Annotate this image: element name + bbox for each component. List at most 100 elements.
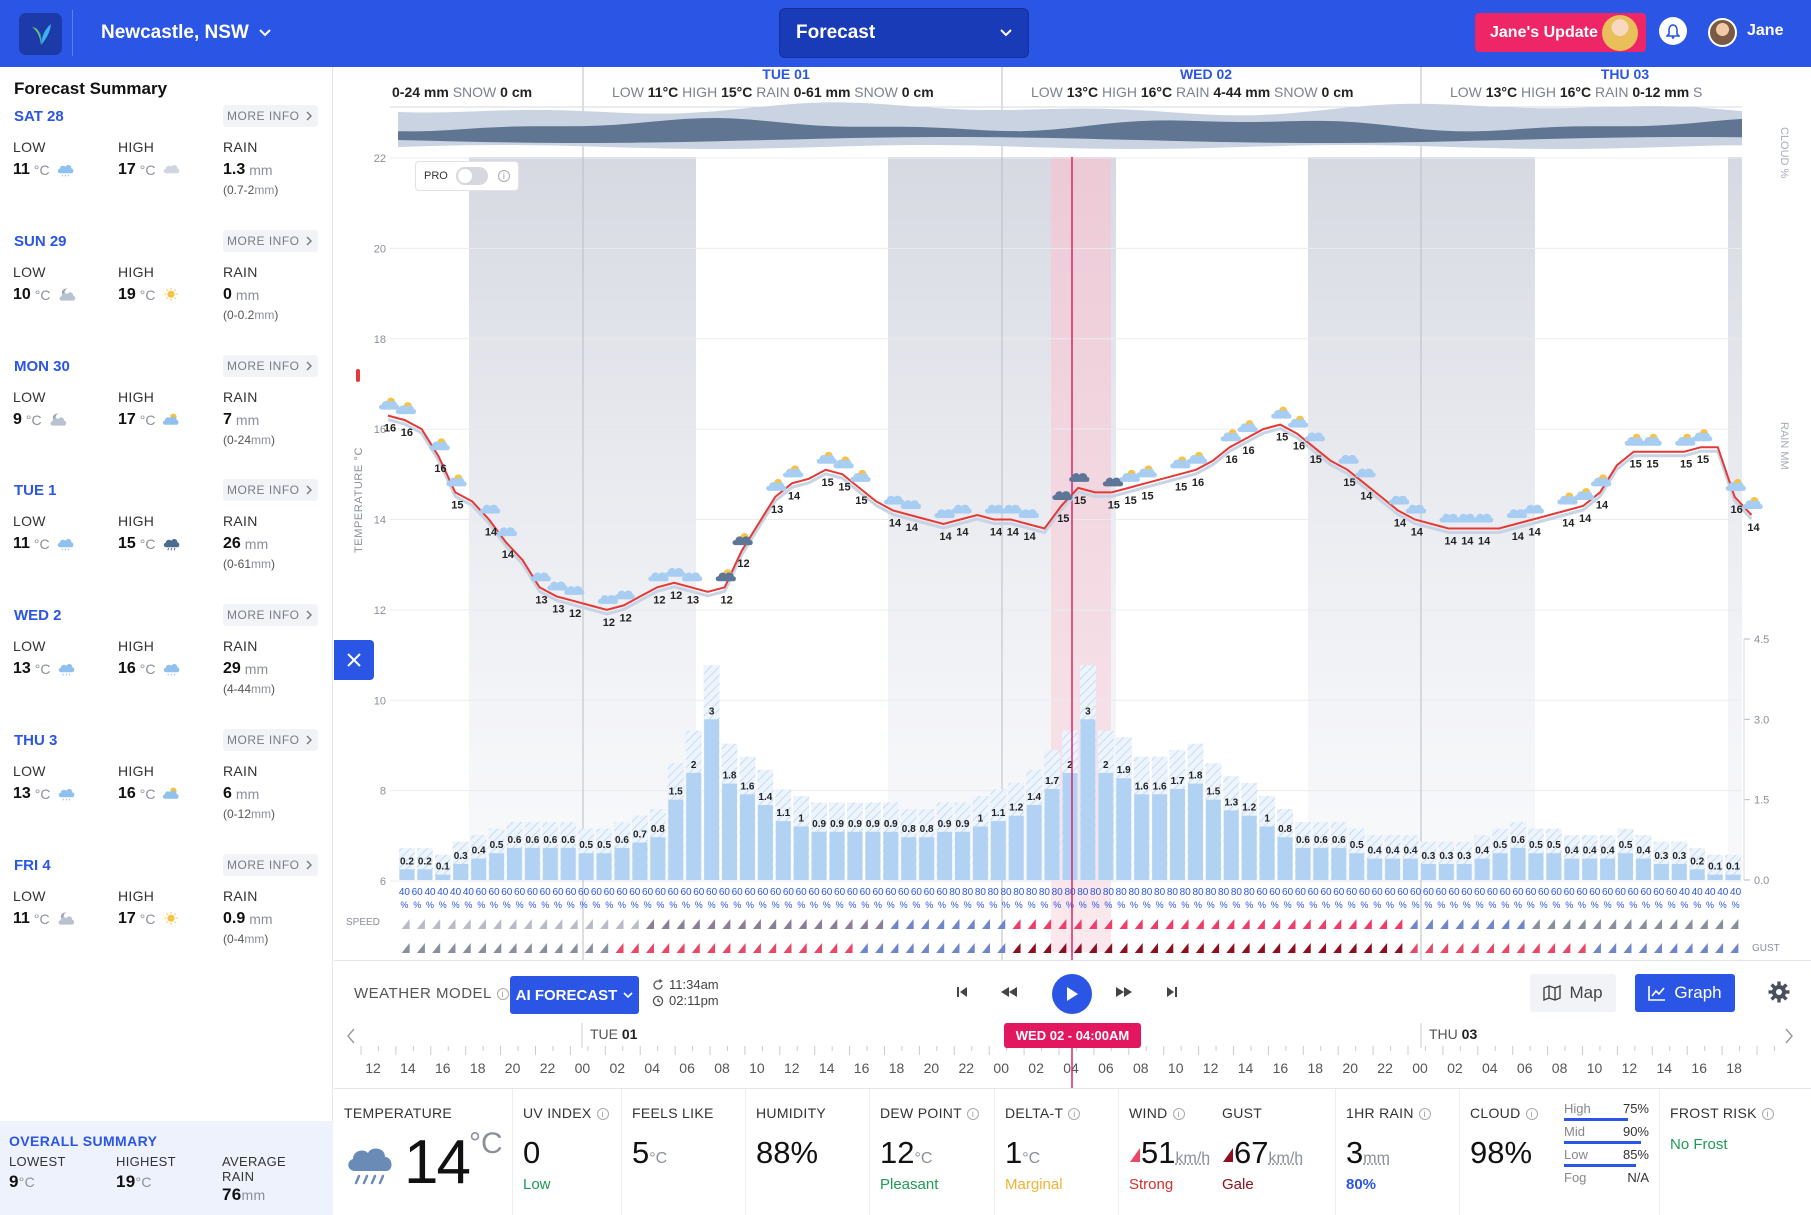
info-icon[interactable]: i: [967, 1108, 980, 1120]
rain-probability: 80: [1167, 887, 1179, 898]
gust-arrow: [1409, 943, 1418, 953]
timeline-hour: 02: [1447, 1060, 1463, 1076]
hourly-weather-icon: [1439, 513, 1460, 523]
skip-to-end-button[interactable]: [1160, 984, 1184, 1000]
low-label: LOW: [13, 513, 46, 530]
rain-probability: 60: [514, 887, 526, 898]
rain-probability: 60: [565, 887, 577, 898]
more-info-button[interactable]: MORE INFO: [223, 729, 318, 751]
map-view-button[interactable]: Map: [1530, 974, 1616, 1012]
play-button[interactable]: [1052, 974, 1092, 1014]
skip-forward-icon: [1167, 987, 1177, 997]
step-forward-button[interactable]: [1112, 984, 1136, 1000]
rain-range-start: (0-4: [223, 931, 245, 946]
info-icon[interactable]: i: [497, 170, 510, 182]
more-info-button[interactable]: MORE INFO: [223, 479, 318, 502]
gust-arrow: [936, 943, 945, 953]
hourly-weather-icon: [1237, 420, 1258, 433]
temperature-label: 16: [1731, 504, 1743, 516]
info-icon[interactable]: i: [1172, 1108, 1185, 1120]
more-info-label: MORE INFO: [227, 109, 300, 123]
rain-probability-pct: %: [477, 900, 485, 910]
day-name[interactable]: SAT 28: [14, 108, 64, 125]
rain-probability: 60: [1602, 887, 1614, 898]
sun-icon: [164, 911, 177, 925]
dew-point-level: Pleasant: [880, 1176, 939, 1193]
view-select[interactable]: Forecast: [779, 8, 1029, 58]
pro-toggle[interactable]: PRO i: [415, 161, 519, 191]
more-info-button[interactable]: MORE INFO: [223, 604, 318, 627]
timeline-svg[interactable]: 12 14 16 18 20 22 00 02 04 06 08 10 12 14 16 18 20 22 00 02…: [334, 1023, 1811, 1088]
weather-model-select[interactable]: AI FORECAST: [510, 976, 639, 1014]
gust-arrow: [1272, 943, 1281, 953]
graph-view-button[interactable]: Graph: [1635, 974, 1735, 1012]
gear-icon[interactable]: [1768, 981, 1790, 1003]
step-back-button[interactable]: [997, 984, 1021, 1000]
feels-like-line: [387, 418, 1753, 616]
info-icon[interactable]: i: [1525, 1108, 1538, 1120]
wind-arrow: [722, 919, 731, 929]
wind-arrow: [462, 919, 471, 929]
rain-unit: mm: [235, 786, 260, 802]
location-selector[interactable]: Newcastle, NSW: [90, 10, 285, 56]
info-icon[interactable]: i: [1418, 1108, 1431, 1120]
wind-arrow: [859, 919, 868, 929]
skip-to-start-button[interactable]: [950, 984, 974, 1000]
user-name[interactable]: Jane: [1747, 22, 1784, 39]
info-icon[interactable]: i: [596, 1108, 609, 1120]
day-name[interactable]: TUE 1: [14, 482, 57, 500]
rain-probability: 60: [578, 887, 590, 898]
more-info-button[interactable]: MORE INFO: [223, 354, 318, 377]
high-label: HIGH: [118, 513, 155, 530]
forecast-chart[interactable]: 6 8 10 12 14 16 18 20 22 TEMPERATURE °C 0-24 mm SN…: [334, 67, 1811, 960]
app-logo[interactable]: [19, 13, 62, 55]
rain-label: RAIN: [223, 263, 258, 280]
day-name[interactable]: THU 3: [14, 732, 58, 749]
rain-probability: 60: [680, 887, 692, 898]
temperature-label: 16: [1226, 454, 1238, 466]
rain-probability-pct: %: [938, 900, 946, 910]
chevron-left-icon[interactable]: [347, 1028, 355, 1044]
close-sidebar-button[interactable]: [334, 640, 374, 680]
rain-bar: [1456, 863, 1472, 880]
temperature-label: 12: [653, 594, 665, 606]
rain-range: (0-0.2mm): [223, 308, 278, 322]
rain-probability: 60: [821, 887, 833, 898]
pro-switch[interactable]: [455, 167, 488, 185]
day-name[interactable]: SUN 29: [14, 232, 67, 250]
user-avatar[interactable]: [1708, 18, 1737, 47]
info-icon[interactable]: i: [1761, 1108, 1774, 1120]
rain-probability-pct: %: [516, 900, 524, 910]
gust-arrow: [1104, 943, 1113, 953]
more-info-button[interactable]: MORE INFO: [223, 105, 318, 127]
metric-label: WIND i: [1129, 1105, 1185, 1121]
y-axis-label: TEMPERATURE °C: [353, 447, 365, 553]
more-info-button[interactable]: MORE INFO: [223, 853, 318, 876]
metric-label: DELTA-T i: [1005, 1105, 1081, 1121]
rain-bar: [1187, 783, 1203, 880]
line-chart-icon: [1648, 986, 1666, 1001]
day-name[interactable]: FRI 4: [14, 856, 51, 874]
hourly-weather-icon: [479, 504, 501, 514]
info-icon[interactable]: i: [1068, 1108, 1081, 1120]
info-icon[interactable]: i: [496, 988, 509, 1000]
rain-probability: 60: [1653, 887, 1665, 898]
day-name[interactable]: WED 2: [14, 607, 62, 625]
chevron-right-icon[interactable]: [1785, 1028, 1793, 1044]
temperature-label: 16: [384, 423, 396, 435]
timeline-scrubber[interactable]: 12 14 16 18 20 22 00 02 04 06 08 10 12 14 16 18 20 22 00 02…: [334, 1023, 1811, 1088]
day-header-stats: 0-24 mm SNOW 0 cm: [392, 84, 532, 100]
gust-arrow: [1424, 943, 1433, 953]
more-info-button[interactable]: MORE INFO: [223, 229, 318, 252]
rain-bar: [1152, 794, 1168, 880]
hourly-weather-icon: [1473, 513, 1494, 523]
notifications-bell[interactable]: [1659, 17, 1687, 45]
temperature-label: 16: [434, 463, 446, 475]
wind-arrow: [1104, 919, 1113, 929]
janes-update-button[interactable]: Jane's Update: [1475, 13, 1646, 52]
wind-arrow: [523, 919, 532, 929]
day-name[interactable]: MON 30: [14, 357, 70, 375]
hourly-weather-icon: [766, 478, 787, 491]
rain-bar: [1062, 772, 1078, 880]
